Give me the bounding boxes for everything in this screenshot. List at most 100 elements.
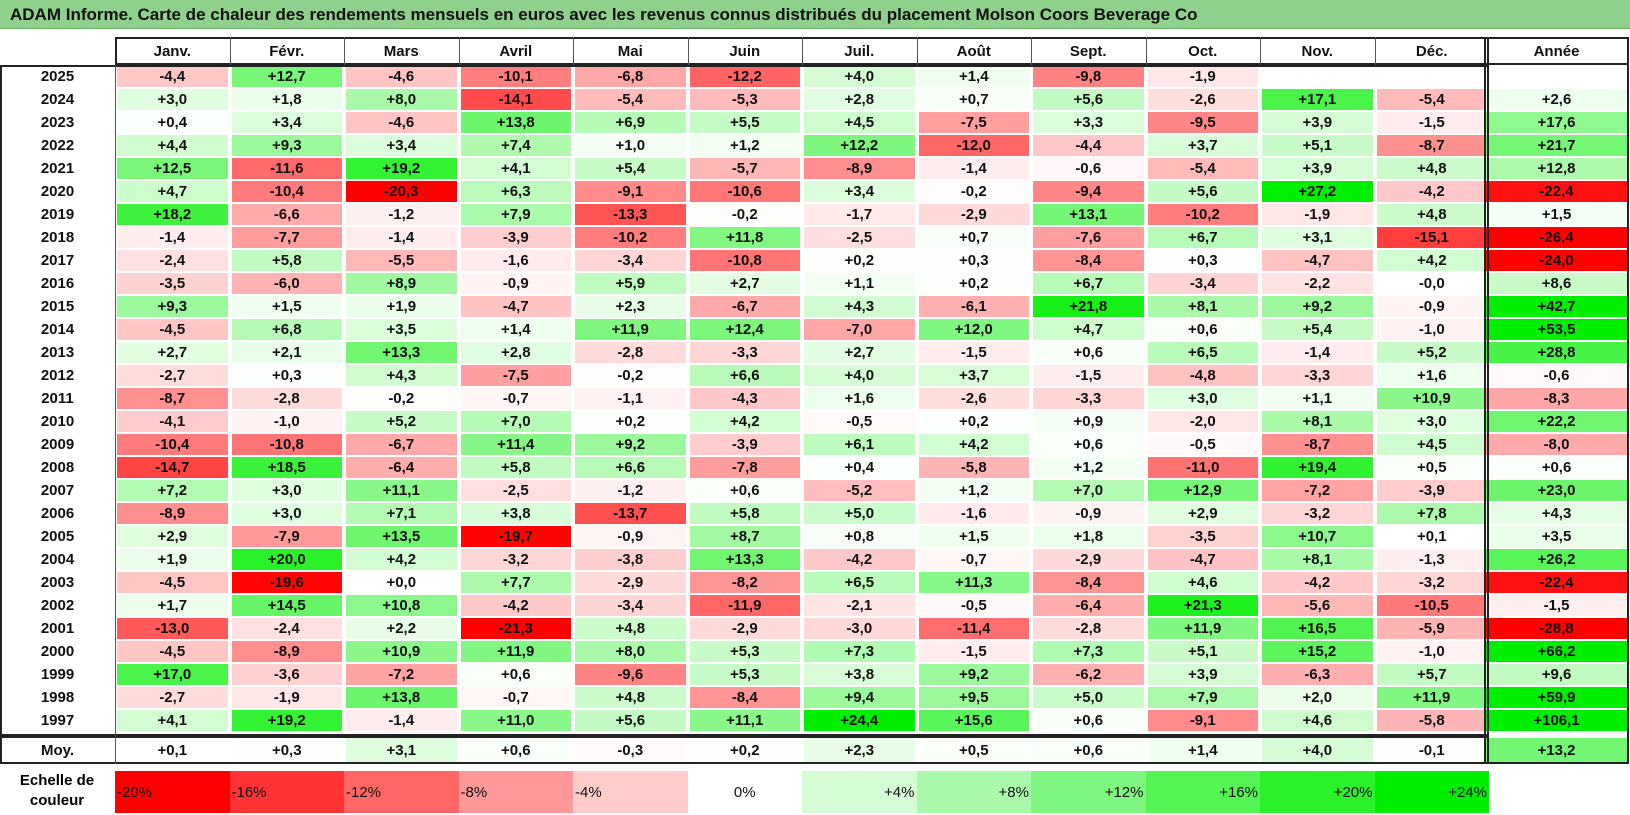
heatmap-cell: -8,4 [1033,250,1144,271]
heatmap-cell: -6,2 [1033,664,1144,685]
row-label: 2023 [40,114,75,131]
annual-cell: +8,6 [1486,273,1627,294]
heatmap-cell: +0,3 [918,250,1029,271]
heatmap-cell: -1,4 [918,158,1029,179]
heatmap-cell: +17,1 [1262,89,1373,110]
heatmap-cell: -5,3 [689,89,800,110]
heatmap-cell: -2,8 [575,342,686,363]
heatmap-cell: +0,5 [1376,457,1487,478]
row-label: 2010 [40,413,75,430]
heatmap-cell: -2,9 [575,572,686,593]
heatmap-cell: +0,1 [1376,526,1487,547]
heatmap-cell: +9,2 [1262,296,1373,317]
heatmap-cell: +13,1 [1033,204,1144,225]
heatmap-cell: -1,5 [1376,112,1487,133]
heatmap-cell: +6,7 [1147,227,1258,248]
heatmap-cell: -1,1 [575,388,686,409]
heatmap-cell: +5,4 [1262,319,1373,340]
heatmap-cell: +13,8 [460,112,571,133]
heatmap-cell: -1,9 [231,687,342,708]
heatmap-cell: -10,6 [689,181,800,202]
heatmap-cell: -8,4 [689,687,800,708]
heatmap-cell: +8,7 [689,526,800,547]
heatmap-cell: +0,2 [575,411,686,432]
heatmap-cell: +21,3 [1147,595,1258,616]
heatmap-cell: -4,2 [804,549,915,570]
title-bar: ADAM Informe. Carte de chaleur des rende… [0,0,1630,29]
legend-swatch: +8% [916,771,1031,813]
heatmap-cell: -5,8 [918,457,1029,478]
heatmap-cell: +13,3 [689,549,800,570]
heatmap-cell: +4,8 [575,687,686,708]
row-label: 2007 [40,482,75,499]
heatmap-cell: -2,7 [117,365,228,386]
legend-swatch: -8% [458,771,573,813]
heatmap-cell: +0,7 [918,227,1029,248]
heatmap-cell: -10,8 [231,434,342,455]
average-row-label: Moy. [40,741,75,759]
heatmap-cell: -3,4 [575,250,686,271]
average-cell: +3,1 [346,738,457,762]
column-header: Mai [617,42,643,60]
heatmap-cell: -9,5 [1147,112,1258,133]
row-label: 2017 [40,252,75,269]
heatmap-cell: -0,9 [460,273,571,294]
row-label: 2000 [40,643,75,660]
heatmap-cell: -3,2 [1262,503,1373,524]
heatmap-cell: -4,4 [1033,135,1144,156]
heatmap-cell: +0,6 [689,480,800,501]
heatmap-cell: +9,2 [575,434,686,455]
heatmap-cell: -1,4 [346,227,457,248]
heatmap-cell: +7,3 [804,641,915,662]
heatmap-cell: +4,0 [804,365,915,386]
heatmap-cell: +5,2 [346,411,457,432]
heatmap-cell: -3,4 [575,595,686,616]
heatmap-cell: +8,1 [1262,411,1373,432]
heatmap-cell: +0,3 [231,365,342,386]
heatmap-cell: -14,1 [460,89,571,110]
heatmap-cell: +5,6 [1033,89,1144,110]
heatmap-cell: +1,7 [117,595,228,616]
chart-title: ADAM Informe. Carte de chaleur des rende… [10,5,1198,24]
heatmap-cell: +0,6 [460,664,571,685]
column-header: Janv. [153,42,191,60]
column-separator [230,37,231,65]
annual-cell: +0,6 [1486,457,1627,478]
heatmap-cell: +4,2 [918,434,1029,455]
heatmap-cell: +5,1 [1262,135,1373,156]
average-cell: +0,5 [918,738,1029,762]
row-label: 2011 [41,390,74,407]
annual-cell: +59,9 [1486,687,1627,708]
heatmap-cell: +6,5 [1147,342,1258,363]
annual-cell: +3,5 [1486,526,1627,547]
heatmap-cell: +1,0 [575,135,686,156]
heatmap-cell: -2,6 [918,388,1029,409]
average-cell: +4,0 [1262,738,1373,762]
heatmap-cell: +3,8 [460,503,571,524]
heatmap-cell: -4,5 [117,641,228,662]
heatmap-cell: -4,6 [346,66,457,87]
heatmap-cell: -1,6 [460,250,571,271]
heatmap-cell: -14,7 [117,457,228,478]
heatmap-cell: -3,9 [689,434,800,455]
average-cell: +2,3 [804,738,915,762]
heatmap-cell: -6,0 [231,273,342,294]
heatmap-cell: -2,2 [1262,273,1373,294]
heatmap-cell: -2,7 [117,687,228,708]
heatmap-cell: -1,5 [1033,365,1144,386]
heatmap-cell: +4,2 [689,411,800,432]
heatmap-cell: +0,6 [1033,434,1144,455]
heatmap-cell: +0,4 [804,457,915,478]
heatmap-cell: +2,1 [231,342,342,363]
heatmap-cell: -4,1 [117,411,228,432]
annual-cell: +4,3 [1486,503,1627,524]
heatmap-cell: +3,5 [346,319,457,340]
annual-cell: -22,4 [1486,572,1627,593]
heatmap-cell: +5,2 [1376,342,1487,363]
heatmap-cell: +18,5 [231,457,342,478]
heatmap-cell: -0,2 [346,388,457,409]
heatmap-cell: +0,4 [117,112,228,133]
heatmap-cell: +4,3 [804,296,915,317]
heatmap-cell: -3,8 [575,549,686,570]
heatmap-cell: +0,6 [1147,319,1258,340]
